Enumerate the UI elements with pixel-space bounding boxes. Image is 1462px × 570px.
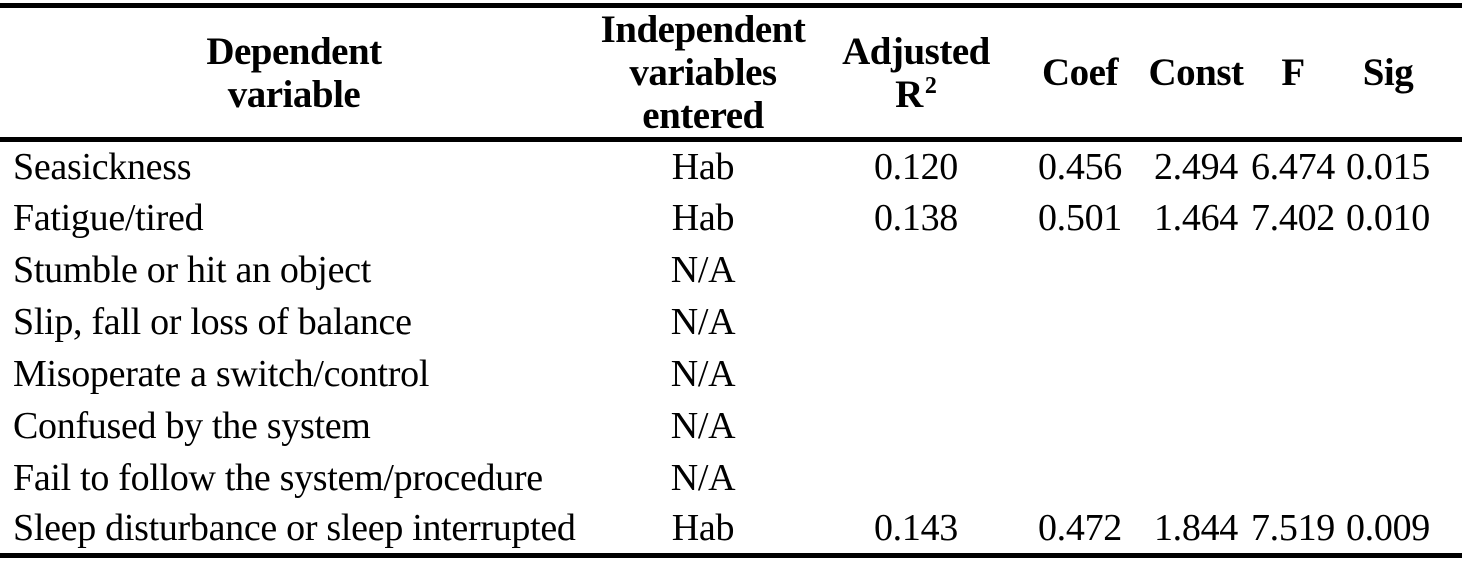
cell-adjusted-r2 (818, 400, 1014, 452)
header-line: Dependent (206, 29, 382, 73)
cell-dependent-variable: Confused by the system (13, 404, 371, 447)
cell-coef (1014, 296, 1146, 348)
cell-f (1246, 296, 1340, 348)
cell-f (1246, 400, 1340, 452)
col-header-sig: Sig (1362, 51, 1414, 94)
cell-independent-variables: Hab (671, 507, 735, 550)
regression-results-table: Dependent variable Independent variables… (0, 3, 1462, 558)
cell-dependent-variable: Sleep disturbance or sleep interrupted (13, 507, 576, 550)
r-squared-superscript: 2 (924, 72, 937, 99)
cell-dependent-variable: Slip, fall or loss of balance (13, 300, 412, 343)
cell-dependent-variable: Seasickness (13, 145, 192, 188)
col-header-independent-variables-entered: Independent variables entered (588, 6, 818, 140)
cell-adjusted-r2 (818, 348, 1014, 400)
cell-coef: 0.472 (1037, 507, 1122, 550)
cell-independent-variables: N/A (670, 248, 736, 291)
cell-coef (1014, 244, 1146, 296)
cell-sig (1340, 452, 1462, 504)
cell-sig (1340, 400, 1462, 452)
cell-independent-variables: N/A (670, 352, 736, 395)
cell-independent-variables: N/A (670, 456, 736, 499)
table-row: Stumble or hit an object N/A (0, 244, 1462, 296)
cell-sig: 0.015 (1345, 145, 1430, 188)
cell-f: 7.519 (1250, 507, 1335, 550)
cell-f: 7.402 (1250, 196, 1335, 239)
table-row: Slip, fall or loss of balance N/A (0, 296, 1462, 348)
table-row: Seasickness Hab 0.120 0.456 2.494 6.474 … (0, 140, 1462, 192)
cell-const (1146, 244, 1246, 296)
header-row: Dependent variable Independent variables… (0, 6, 1462, 140)
cell-sig (1340, 296, 1462, 348)
cell-independent-variables: Hab (671, 196, 735, 239)
col-header-f: F (1281, 51, 1305, 94)
col-header-dependent-variable: Dependent variable (0, 6, 588, 140)
cell-const (1146, 296, 1246, 348)
cell-adjusted-r2: 0.143 (873, 507, 958, 550)
cell-const (1146, 400, 1246, 452)
cell-f (1246, 452, 1340, 504)
cell-f (1246, 348, 1340, 400)
cell-sig: 0.009 (1345, 507, 1430, 550)
header-line: Adjusted R (842, 29, 990, 116)
cell-independent-variables: Hab (671, 145, 735, 188)
cell-f (1246, 244, 1340, 296)
header-line: variable (227, 72, 361, 116)
cell-coef (1014, 400, 1146, 452)
cell-const (1146, 348, 1246, 400)
cell-coef (1014, 452, 1146, 504)
cell-adjusted-r2: 0.120 (873, 145, 958, 188)
cell-f: 6.474 (1250, 145, 1335, 188)
cell-sig (1340, 348, 1462, 400)
cell-dependent-variable: Fatigue/tired (13, 196, 204, 239)
cell-coef: 0.501 (1037, 196, 1122, 239)
cell-coef: 0.456 (1037, 145, 1122, 188)
cell-dependent-variable: Misoperate a switch/control (13, 352, 430, 395)
table-row: Fatigue/tired Hab 0.138 0.501 1.464 7.40… (0, 192, 1462, 244)
cell-independent-variables: N/A (670, 300, 736, 343)
cell-coef (1014, 348, 1146, 400)
cell-const (1146, 452, 1246, 504)
col-header-adjusted-r2: Adjusted R2 (818, 6, 1014, 140)
header-line: variables (629, 51, 777, 94)
cell-const: 1.844 (1153, 507, 1238, 550)
header-line: entered (642, 94, 764, 137)
col-header-const: Const (1148, 51, 1244, 94)
cell-adjusted-r2: 0.138 (873, 196, 958, 239)
cell-independent-variables: N/A (670, 404, 736, 447)
cell-sig: 0.010 (1345, 196, 1430, 239)
cell-const: 2.494 (1153, 145, 1238, 188)
col-header-coef: Coef (1042, 51, 1118, 94)
cell-adjusted-r2 (818, 244, 1014, 296)
header-line: Independent (600, 8, 806, 51)
cell-dependent-variable: Stumble or hit an object (13, 248, 371, 291)
cell-adjusted-r2 (818, 296, 1014, 348)
table-row: Confused by the system N/A (0, 400, 1462, 452)
cell-const: 1.464 (1153, 196, 1238, 239)
cell-dependent-variable: Fail to follow the system/procedure (13, 456, 543, 499)
cell-adjusted-r2 (818, 452, 1014, 504)
cell-sig (1340, 244, 1462, 296)
table-row: Misoperate a switch/control N/A (0, 348, 1462, 400)
table-row: Fail to follow the system/procedure N/A (0, 452, 1462, 504)
table-row: Sleep disturbance or sleep interrupted H… (0, 504, 1462, 556)
